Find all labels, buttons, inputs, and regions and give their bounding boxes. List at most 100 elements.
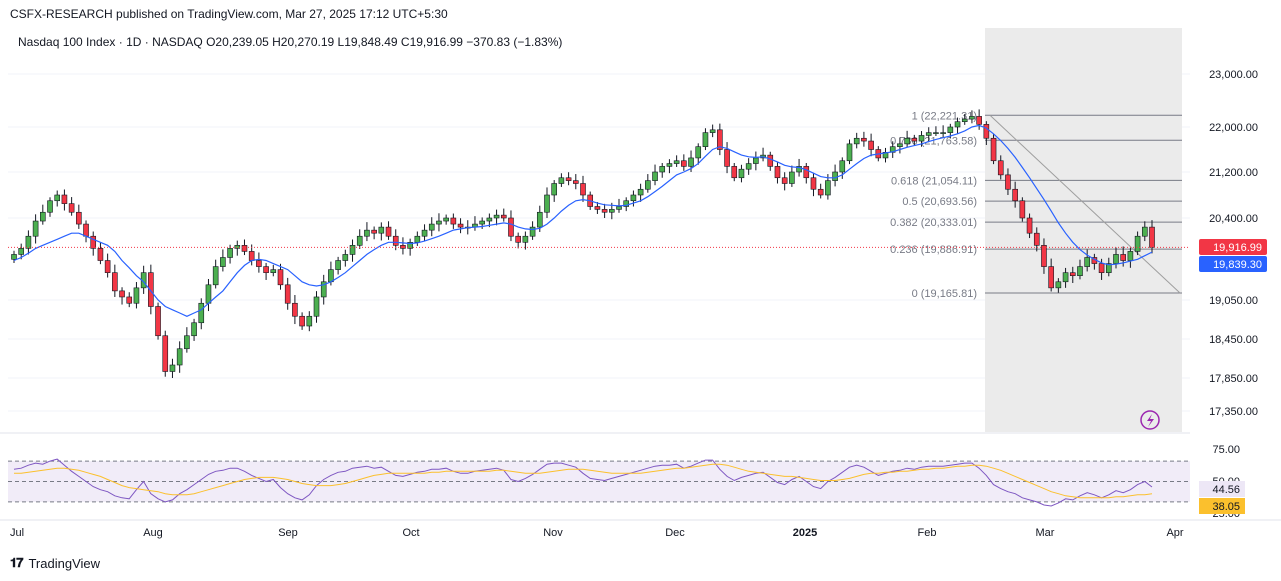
- candle-body: [407, 241, 413, 249]
- trend-line: [989, 114, 1181, 294]
- time-axis-label: Apr: [1166, 527, 1183, 539]
- candle-body: [536, 211, 543, 228]
- candle-body: [169, 364, 176, 372]
- fib-level-label: 0.5 (20,693.56): [902, 196, 977, 208]
- candle: [861, 131, 867, 147]
- candle-body: [645, 180, 651, 190]
- footer-brand[interactable]: 𝟏𝟕 TradingView: [10, 555, 100, 571]
- candle-body: [198, 302, 205, 324]
- candle: [897, 137, 903, 154]
- candle: [637, 183, 644, 202]
- candle: [385, 221, 392, 240]
- candle-body: [666, 163, 673, 167]
- candle: [1026, 213, 1033, 239]
- candle-body: [47, 200, 53, 213]
- candle-body: [1019, 200, 1026, 219]
- time-axis-label: Sep: [278, 527, 298, 539]
- last-price-badge-bg: [1199, 239, 1267, 255]
- candle-body: [371, 229, 377, 234]
- candle: [911, 134, 918, 146]
- candle-body: [868, 140, 874, 150]
- candle: [630, 190, 637, 207]
- candle-body: [695, 146, 702, 159]
- candle-body: [32, 220, 39, 237]
- candle-body: [969, 116, 975, 120]
- candle-body: [1113, 254, 1119, 264]
- candle-body: [1084, 257, 1090, 267]
- candle-body: [68, 203, 75, 213]
- candle-body: [961, 118, 968, 123]
- alert-flash-icon-circle: [1140, 410, 1160, 430]
- candle-body: [630, 194, 637, 202]
- candle-body: [803, 166, 810, 179]
- candle: [1084, 249, 1090, 272]
- candle-body: [25, 235, 32, 249]
- candle: [846, 139, 853, 165]
- candle: [990, 133, 997, 165]
- candle-body: [976, 116, 982, 125]
- candle-body: [436, 220, 442, 225]
- candle: [1105, 257, 1112, 277]
- fib-level-label: 0 (19,165.81): [912, 288, 977, 300]
- candle: [803, 163, 810, 184]
- candle: [335, 256, 341, 275]
- fib-zone-background: [985, 28, 1182, 432]
- candle: [191, 318, 197, 341]
- candle: [220, 249, 226, 272]
- rsi-value-badge-text: 44.56: [1212, 484, 1240, 496]
- candle: [356, 229, 363, 249]
- candle: [1048, 258, 1054, 292]
- time-axis-label: Feb: [918, 527, 937, 539]
- publisher-line: CSFX-RESEARCH published on TradingView.c…: [10, 7, 448, 21]
- candle-body: [572, 180, 579, 184]
- candle: [717, 123, 723, 156]
- candle: [580, 175, 586, 202]
- alert-flash-icon: [1140, 410, 1160, 430]
- candle-body: [673, 160, 680, 164]
- candle-body: [392, 235, 399, 246]
- candle-body: [184, 335, 190, 350]
- candle: [83, 220, 89, 243]
- candle-body: [637, 188, 644, 196]
- candle-body: [861, 137, 867, 142]
- candle-body: [176, 348, 183, 366]
- candle: [709, 124, 716, 138]
- candle-body: [90, 235, 97, 249]
- candle: [810, 173, 817, 197]
- candle-body: [724, 149, 730, 167]
- candle: [961, 113, 968, 125]
- candle-body: [364, 229, 370, 237]
- candle: [695, 143, 702, 165]
- rsi-value-badge-bg: [1199, 481, 1245, 497]
- candle: [241, 239, 248, 256]
- candle-body: [1033, 232, 1040, 246]
- candle-body: [335, 260, 341, 270]
- time-axis-label: Nov: [543, 527, 563, 539]
- candle-body: [1069, 272, 1076, 277]
- candle-body: [1041, 245, 1047, 267]
- candle: [292, 295, 298, 325]
- price-axis-label: 18,450.00: [1209, 334, 1258, 346]
- rsi-axis-label: 75.00: [1212, 444, 1240, 456]
- candle-body: [248, 251, 255, 261]
- candle: [112, 264, 118, 297]
- candle-body: [500, 214, 507, 219]
- price-axis-label: 23,000.00: [1209, 69, 1258, 81]
- tradingview-logo-icon: 𝟏𝟕: [10, 555, 24, 570]
- rsi-ma-line: [14, 463, 1153, 499]
- candle: [745, 158, 752, 175]
- candle-body: [126, 296, 133, 304]
- candle-body: [911, 137, 918, 142]
- moving-average-line: [13, 124, 1153, 317]
- candle-body: [1005, 174, 1011, 190]
- candle: [54, 190, 61, 207]
- candle-body: [356, 235, 363, 246]
- candle-body: [551, 183, 557, 196]
- candle-body: [104, 260, 111, 273]
- candle-body: [522, 235, 529, 243]
- candle-body: [1048, 266, 1054, 289]
- price-axis-label: 17,850.00: [1209, 373, 1258, 385]
- candle-body: [544, 194, 550, 213]
- candle: [781, 172, 788, 191]
